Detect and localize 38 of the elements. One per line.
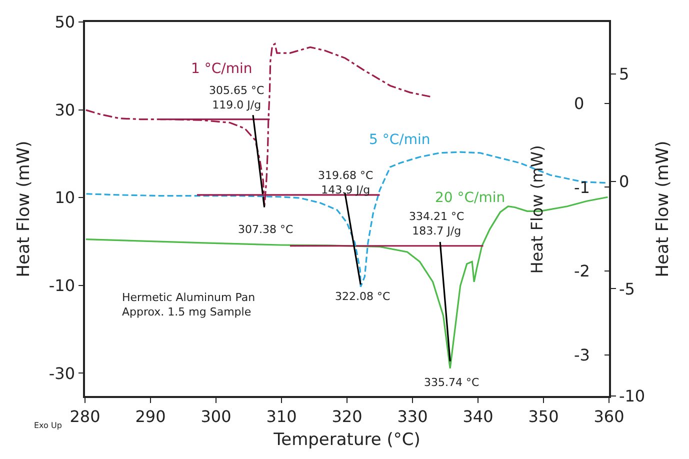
y-tick-label: -10 xyxy=(48,276,76,295)
x-tick-label: 350 xyxy=(528,406,559,426)
text: Exo Up xyxy=(34,421,62,430)
series-label: 1 °C/min xyxy=(191,61,252,77)
x-tick-label: 300 xyxy=(200,406,232,426)
y2-axis-title: Heat Flow (mW) xyxy=(528,145,547,274)
x-tick-label: 360 xyxy=(594,406,624,426)
y3-axis-title: Heat Flow (mW) xyxy=(652,140,673,278)
annotation: 305.65 °C 119.0 J/g xyxy=(209,84,264,112)
y-tick-label: 10 xyxy=(54,188,76,208)
y2-tick-label: -2 xyxy=(574,262,590,281)
y2-tick-label: 0 xyxy=(574,94,584,113)
x-tick-label: 310 xyxy=(266,406,297,426)
y-axis-title: Heat Flow (mW) xyxy=(14,140,34,278)
annotation: Hermetic Aluminum Pan Approx. 1.5 mg Sample xyxy=(122,291,256,318)
y3-tick-label: -10 xyxy=(618,386,646,406)
y2-tick-label: -3 xyxy=(574,346,590,365)
annotation: 307.38 °C xyxy=(238,223,294,236)
y3-tick-label: -5 xyxy=(618,279,635,298)
series-label: 5 °C/min xyxy=(369,132,430,148)
x-tick-label: 320 xyxy=(332,406,362,426)
y2-tick-label: -1 xyxy=(574,178,590,197)
y-tick-label: -30 xyxy=(48,364,76,383)
annotation: 334.21 °C 183.7 J/g xyxy=(409,210,464,238)
x-tick-label: 290 xyxy=(135,406,166,426)
annotation: 322.08 °C xyxy=(335,290,390,303)
annotation: 335.74 °C xyxy=(424,376,480,389)
y-tick-label: 50 xyxy=(54,12,76,32)
x-axis-title: Temperature (°C) xyxy=(272,430,420,450)
series-label: 20 °C/min xyxy=(435,190,506,206)
line-series xyxy=(85,43,431,208)
y-tick-label: 30 xyxy=(54,100,76,120)
annotation: 319.68 °C 143.9 J/g xyxy=(318,169,374,196)
x-tick-label: 340 xyxy=(462,406,494,426)
y3-tick-label: 5 xyxy=(618,64,630,84)
x-tick-label: 280 xyxy=(70,406,100,426)
x-tick-label: 330 xyxy=(397,406,428,426)
y3-tick-label: 0 xyxy=(618,172,630,192)
